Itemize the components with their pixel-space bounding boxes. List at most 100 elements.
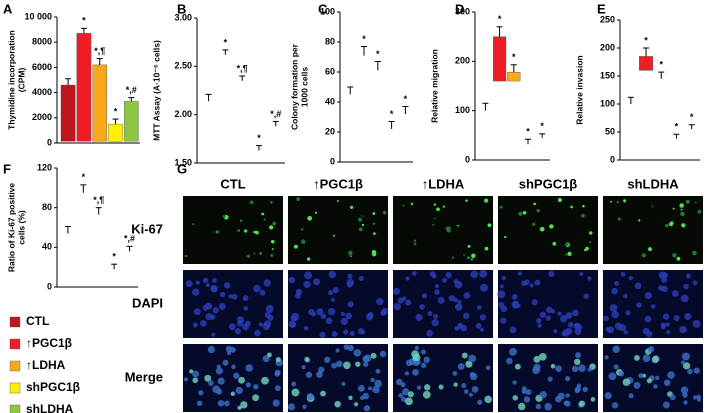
cell [665,224,669,228]
significance-label: * [82,16,86,26]
cell [646,330,653,338]
cell [313,278,321,286]
cell [642,354,651,363]
bar [639,56,654,71]
y-tick-label: 50 [605,126,615,136]
y-axis-label: cells (%) [16,210,26,245]
cell [191,288,200,296]
cell [681,223,686,228]
cell [334,400,341,408]
micrograph [603,270,703,338]
cell [467,244,471,248]
cell [692,250,697,256]
cell [662,401,670,409]
cell [582,204,585,208]
cell [628,393,634,399]
cell [228,294,233,299]
cell [412,353,421,362]
micrograph-bg [498,196,598,264]
cell [457,363,465,370]
cell [328,270,337,279]
cell [376,298,384,306]
cell [365,313,374,321]
cell [275,357,281,363]
cell [402,388,410,396]
cell [534,279,541,286]
cell [331,331,338,337]
cell [192,322,198,328]
cell [517,402,526,411]
cell [223,282,231,289]
row-label: DAPI [132,295,163,310]
cell [253,252,256,255]
cell [274,385,281,392]
cell [679,325,687,334]
cell [255,230,259,235]
cell [500,305,508,313]
cell [544,402,552,411]
cell [533,202,536,206]
cell [667,371,675,379]
cell [195,280,200,285]
cell [291,312,300,321]
cell [246,254,251,258]
cell [452,371,458,376]
cell [613,364,619,370]
cell [238,376,245,384]
y-axis-label: Relative migration [429,49,439,123]
cell [357,384,365,392]
significance-label: * [526,127,530,137]
cell [454,326,460,331]
cell [305,371,313,378]
cell [372,222,376,225]
cell [523,396,531,403]
legend-swatch [9,360,21,372]
cell [454,303,463,311]
cell [578,364,586,372]
cell [222,359,229,366]
cell [666,329,671,335]
cell [451,256,454,259]
cell [622,378,631,386]
cell [208,380,214,386]
cell [361,223,365,227]
cell [463,312,470,320]
significance-label: * [114,106,118,116]
cell [557,392,565,400]
cell [663,313,670,320]
column-header: shPGC1β [519,176,578,191]
cell [274,371,281,377]
cell [471,253,476,259]
micrograph [183,344,283,412]
cell [584,248,587,252]
cell [692,280,698,286]
y-tick-label: 150 [600,70,615,80]
cell [320,313,327,320]
cell [575,386,581,393]
cell [288,320,297,328]
cell [612,345,620,353]
cell [445,226,451,232]
micrograph [287,344,388,412]
cell [468,392,473,397]
cell [603,315,609,322]
cell [608,372,617,381]
significance-label: * [362,34,366,44]
cell [623,330,629,335]
cell [212,278,217,283]
cell [511,294,518,300]
significance-label: * [224,37,228,47]
cell [266,352,272,358]
cell [646,378,652,384]
cell [336,200,339,203]
cell [687,368,693,375]
cell [529,283,534,288]
cell [361,329,366,335]
bar [123,101,139,142]
cell [564,376,571,382]
cell [682,362,691,370]
cell [358,227,363,232]
cell [259,289,266,296]
cell [680,211,685,217]
